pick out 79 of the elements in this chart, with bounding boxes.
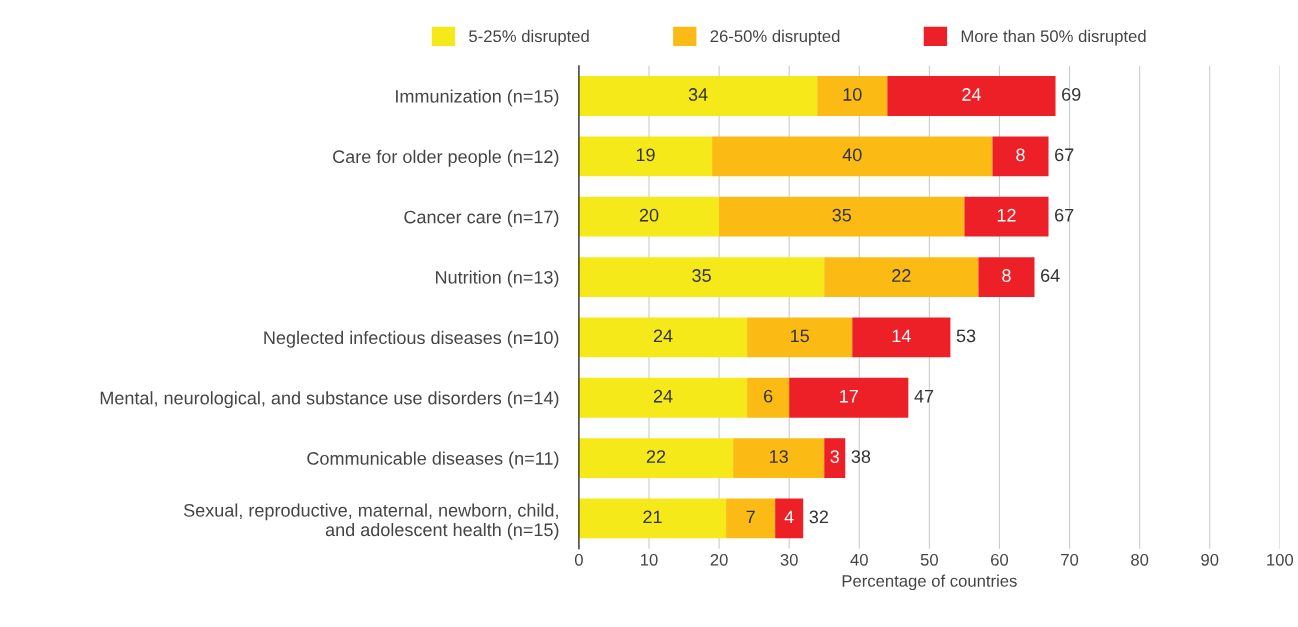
data-label: 22 <box>646 450 666 463</box>
data-label: 13 <box>770 450 788 463</box>
data-label: 12 <box>997 208 1016 222</box>
data-label: 21 <box>643 510 662 524</box>
bar <box>726 498 776 539</box>
bar <box>852 317 951 358</box>
data-label: 24 <box>653 389 673 403</box>
x-tick-label: 10 <box>641 553 658 566</box>
total-label: 47 <box>914 390 934 403</box>
y-tick-label: Immunization (n=15) <box>396 89 559 107</box>
bar <box>578 257 825 297</box>
x-tick-label: 80 <box>1131 553 1149 566</box>
y-tick-label: Nutrition (n=13) <box>436 270 559 288</box>
x-tick-label: 100 <box>1267 553 1294 566</box>
data-label: 19 <box>636 148 655 162</box>
data-label: 15 <box>791 329 809 343</box>
data-label: 40 <box>842 148 862 162</box>
bar <box>964 196 1049 237</box>
bar <box>578 76 818 116</box>
total-label: 67 <box>1055 148 1074 162</box>
x-tick-label: 0 <box>574 553 583 566</box>
data-label: 24 <box>962 88 981 101</box>
y-tick-label: Care for older people (n=12) <box>333 149 559 167</box>
bar <box>578 196 720 237</box>
data-label: 14 <box>892 329 911 343</box>
bar <box>719 196 965 237</box>
bar <box>578 377 748 418</box>
bar <box>824 257 979 297</box>
data-label: 8 <box>1002 269 1011 282</box>
bar <box>747 317 853 358</box>
y-tick-label: Cancer care (n=17) <box>404 210 559 227</box>
bar <box>733 438 825 479</box>
bar <box>712 136 993 177</box>
total-label: 32 <box>809 510 828 524</box>
y-tick-label: Communicable diseases (n=11) <box>307 451 559 469</box>
x-tick-label: 60 <box>991 553 1009 566</box>
data-label: 6 <box>764 389 773 403</box>
y-tick-label: Neglected infectious diseases (n=10) <box>264 330 559 348</box>
x-tick-label: 20 <box>710 553 728 566</box>
bar <box>578 136 713 177</box>
bar <box>824 438 846 479</box>
total-label: 64 <box>1041 269 1060 282</box>
y-tick-label: Mental, neurological, and substance use disorders (n=14) <box>100 391 559 409</box>
legend-label: More than 50% disrupted <box>961 29 1146 46</box>
y-tick-label: Sexual, reproductive, maternal, newborn, child, and adolescent health (n=15) <box>183 503 559 540</box>
legend-label: 26-50% disrupted <box>710 29 840 46</box>
data-label: 7 <box>746 510 755 524</box>
total-label: 53 <box>956 329 976 343</box>
x-axis-title: Percentage of countries <box>842 574 1017 591</box>
data-label: 20 <box>639 208 659 222</box>
data-label: 34 <box>688 88 708 101</box>
total-label: 38 <box>851 450 871 463</box>
total-label: 67 <box>1055 208 1074 222</box>
bar <box>992 136 1049 177</box>
bar <box>887 76 1056 116</box>
x-tick-label: 70 <box>1061 553 1079 566</box>
data-label: 8 <box>1016 148 1025 162</box>
bar <box>817 76 888 116</box>
data-label: 17 <box>840 390 858 403</box>
x-tick-label: 30 <box>780 553 798 566</box>
data-label: 4 <box>784 510 794 524</box>
data-label: 35 <box>832 208 852 222</box>
bar <box>978 257 1035 297</box>
data-label: 24 <box>653 329 673 343</box>
bar <box>578 317 748 358</box>
bar <box>578 438 734 479</box>
x-tick-label: 50 <box>920 553 938 566</box>
bar <box>747 377 790 418</box>
bar <box>789 377 909 418</box>
data-label: 3 <box>830 450 839 463</box>
data-label: 10 <box>843 88 862 101</box>
total-label: 69 <box>1062 88 1081 101</box>
data-label: 35 <box>692 269 711 282</box>
bar <box>775 498 804 539</box>
x-tick-label: 40 <box>850 553 868 566</box>
data-label: 22 <box>892 269 911 282</box>
x-tick-label: 90 <box>1201 553 1219 566</box>
bar <box>578 498 727 539</box>
legend-label: 5-25% disrupted <box>469 29 589 46</box>
